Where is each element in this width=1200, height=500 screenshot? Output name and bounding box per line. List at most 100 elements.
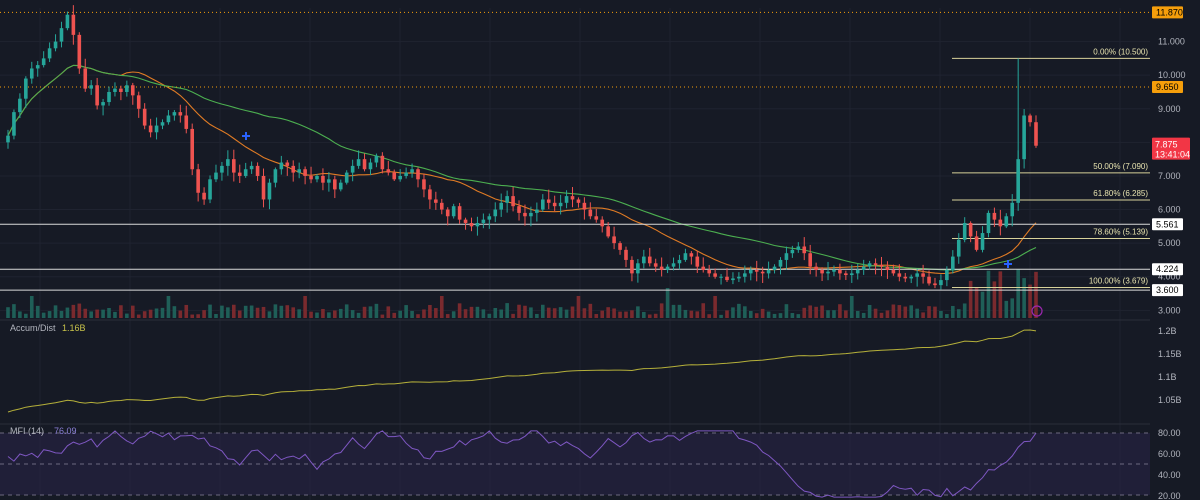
candle-body [493,209,498,217]
candle-body [564,196,569,203]
candle-body [47,48,52,59]
volume-bar [636,306,640,318]
volume-bar [784,304,789,318]
candle-body [582,202,587,210]
volume-bar [130,305,135,318]
candle-body [939,280,943,286]
volume-bar [731,307,735,318]
fib-level-label: 61.80% (6.285) [1093,189,1148,198]
volume-bar [315,312,319,318]
mfi-pane[interactable]: MFI (14) 76.09 80.00 60.00 40.00 20.00 [0,423,1181,500]
volume-bar [172,306,177,318]
candle-body [380,155,385,170]
volume-bar [939,310,943,318]
candle-body [719,276,723,278]
candle-body [451,206,456,217]
volume-bar [909,305,914,318]
candle-body [606,226,610,237]
volume-bar [844,310,848,318]
volume-bar [624,311,628,318]
volume-bar [618,311,622,318]
candle-body [659,266,664,271]
volume-bar [12,304,16,318]
volume-bar [148,309,153,318]
candle-body [113,88,117,92]
candle-body [249,165,254,170]
candle-body [499,202,504,210]
candle-body [327,179,331,183]
accum-dist-pane[interactable]: Accum/Dist 1.16B 1.2B 1.15B 1.1B 1.05B [0,319,1182,413]
volume-bar [327,312,331,318]
volume-bar [659,303,664,318]
volume-bar [190,314,195,318]
candle-body [172,112,177,116]
volume-bar [796,314,801,318]
candle-body [202,192,206,200]
candle-body [683,253,688,260]
volume-bar [184,304,189,318]
horizontal-lines[interactable] [0,11,1150,291]
volume-bars [6,269,1038,318]
candle-body [232,159,236,173]
candle-body [570,196,575,200]
mfi-tick-label: 20.00 [1158,491,1181,500]
volume-bar [1004,300,1009,318]
candle-body [273,169,278,183]
candle-body [903,276,908,279]
volume-bar [47,311,52,318]
candle-body [130,85,135,96]
volume-bar [71,304,76,318]
price-tag [1152,80,1183,93]
candle-body [529,212,533,217]
volume-bar [701,303,706,318]
volume-bar [344,304,349,318]
volume-bar [142,311,147,318]
candle-body [820,270,824,274]
price-tick-label: 10.000 [1158,70,1186,80]
volume-bar [59,310,64,318]
candle-body [552,202,557,207]
volume-bar [445,314,450,318]
candle-body [160,122,165,126]
mfi-axis: 80.00 60.00 40.00 20.00 [1158,428,1181,500]
candle-body [321,175,325,183]
candle-body [743,273,747,277]
volume-bar [35,305,40,318]
candle-body [980,233,985,250]
mfi-value: 76.09 [54,426,77,436]
candle-body [956,239,961,257]
volume-bar [1028,284,1032,318]
volume-bar [927,306,931,318]
volume-bar [778,313,783,318]
volume-bar [695,311,700,318]
candle-body [766,270,771,274]
volume-bar [202,310,206,318]
candle-body [226,159,230,166]
mfi-line [7,430,1037,498]
volume-bar [53,305,58,318]
volume-bar [374,303,379,318]
volume-bar [725,310,729,318]
candle-body [790,249,795,254]
candle-body [416,169,420,180]
candle-body [915,273,919,277]
volume-bar [469,306,474,318]
price-tick-label: 7.000 [1158,171,1181,181]
volume-bar [214,313,218,318]
volume-bar [594,314,599,318]
fib-retracement[interactable]: 0.00% (10.500) 50.00% (7.090) 61.80% (6.28… [952,47,1150,289]
price-tick-label: 9.000 [1158,104,1181,114]
volume-bar [855,310,860,318]
volume-bar [743,306,747,318]
volume-bar [380,314,385,318]
volume-bar [196,314,200,318]
volume-bar [719,314,723,318]
candle-body [392,172,397,180]
volume-bar [416,314,420,318]
volume-bar [160,307,165,318]
moving-averages [7,64,1037,275]
ma-fast-line [7,64,1037,275]
candle-body [1034,122,1038,146]
